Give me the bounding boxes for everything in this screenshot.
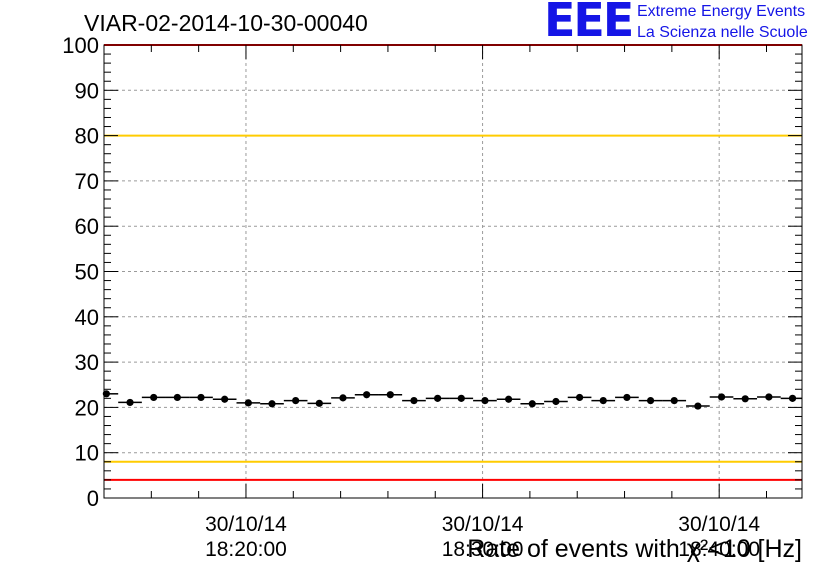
y-tick-label-70: 70: [75, 169, 99, 194]
axis-ticks: [103, 44, 802, 499]
y-tick-label-100: 100: [62, 33, 99, 58]
data-point-19: [552, 397, 560, 406]
data-point-17: [505, 395, 513, 403]
x-tick-date-30: 30/10/14: [442, 513, 524, 536]
x-tick-date-20: 30/10/14: [205, 513, 287, 536]
y-tick-label-0: 0: [87, 486, 99, 511]
data-point-6: [244, 399, 252, 407]
data-point-21: [599, 397, 607, 405]
data-point-20: [575, 393, 584, 402]
x-tick-time-30: 18:30:00: [442, 538, 524, 561]
data-point-14: [434, 394, 442, 402]
data-point-8: [292, 397, 300, 405]
data-point-29: [788, 394, 797, 402]
y-tick-label-60: 60: [75, 214, 99, 239]
y-tick-label-40: 40: [75, 305, 99, 330]
logo-letters: EEE: [544, 0, 634, 47]
x-tick-date-40: 30/10/14: [678, 513, 760, 536]
logo-line-2: La Scienza nelle Scuole: [637, 24, 808, 41]
data-point-18: [528, 400, 536, 408]
data-point-24: [670, 397, 678, 405]
data-point-3: [173, 393, 181, 402]
data-point-0: [102, 390, 110, 398]
data-point-12: [386, 391, 394, 399]
x-tick-time-20: 18:20:00: [205, 538, 287, 561]
run-title: VIAR-02-2014-10-30-00040: [84, 10, 368, 36]
data-points: [102, 390, 802, 410]
grid-lines: [104, 45, 802, 498]
data-point-9: [315, 399, 323, 407]
data-point-23: [646, 397, 655, 405]
data-point-1: [126, 398, 134, 407]
data-point-2: [150, 393, 158, 402]
data-point-4: [197, 393, 205, 402]
y-tick-label-10: 10: [75, 441, 99, 466]
data-point-22: [623, 393, 631, 402]
data-point-26: [717, 393, 726, 401]
data-point-15: [457, 394, 465, 402]
logo-line-1: Extreme Energy Events: [637, 3, 806, 20]
y-tick-label-50: 50: [75, 260, 99, 285]
data-point-27: [741, 395, 749, 403]
data-point-10: [339, 394, 347, 402]
x-axis-title: Rate of events with χ²<10 [Hz]: [467, 535, 802, 563]
data-point-5: [221, 395, 229, 403]
data-point-7: [268, 400, 276, 408]
data-point-28: [765, 393, 773, 401]
x-tick-time-40: 18:40:00: [678, 538, 760, 561]
y-tick-label-90: 90: [75, 78, 99, 103]
eee-logo: EEE Extreme Energy Events La Scienza nel…: [542, 0, 834, 48]
data-point-25: [694, 402, 702, 410]
data-point-11: [363, 391, 371, 399]
data-point-13: [410, 397, 418, 405]
y-tick-label-20: 20: [75, 395, 99, 420]
y-tick-label-30: 30: [75, 350, 99, 375]
tick-labels: 010203040506070809010030/10/1418:20:0030…: [62, 33, 760, 561]
y-tick-label-80: 80: [75, 124, 99, 149]
data-point-16: [481, 397, 489, 405]
reference-lines: [104, 44, 802, 481]
